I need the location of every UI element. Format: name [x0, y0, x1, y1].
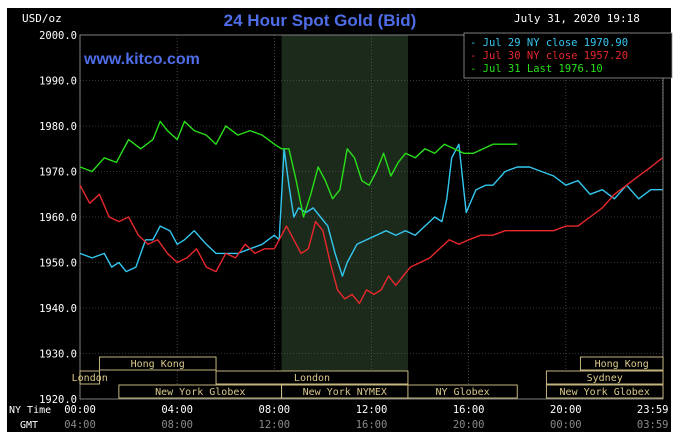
plot-border — [79, 34, 664, 400]
chart-date: July 31, 2020 19:18 — [514, 12, 640, 25]
x-tick-label-gmt: 12:00 — [259, 419, 291, 431]
legend-entry: - Jul 29 NY close 1970.90 — [470, 37, 628, 49]
y-tick-label: 1980.0 — [39, 121, 77, 133]
y-tick-label: 1950.0 — [39, 258, 77, 270]
y-tick-label: 1930.0 — [39, 349, 77, 361]
x-tick-label-ny: 04:00 — [161, 404, 193, 416]
session-label: New York Globex — [155, 387, 245, 398]
x-tick-label-gmt: 03:59 — [637, 419, 669, 431]
session-bar — [545, 370, 664, 385]
watermark-url: www.kitco.com — [83, 51, 200, 68]
session-label: Hong Kong — [595, 359, 649, 370]
x-tick-label-ny: 23:59 — [637, 404, 669, 416]
session-label: New York Globex — [560, 387, 650, 398]
unit-label: USD/oz — [22, 12, 62, 25]
x-tick-label-ny: 16:00 — [453, 404, 485, 416]
session-bar — [579, 356, 664, 371]
x-tick-label-ny: 20:00 — [550, 404, 582, 416]
series-line — [79, 143, 663, 277]
session-bar — [215, 370, 409, 385]
x-tick-label-gmt: 20:00 — [453, 419, 485, 431]
y-tick-label: 1960.0 — [39, 212, 77, 224]
y-tick-label: 1990.0 — [39, 76, 77, 88]
session-bar — [407, 384, 518, 399]
session-label: Hong Kong — [131, 359, 185, 370]
session-label: NY Globex — [436, 387, 490, 398]
session-label: Sydney — [587, 373, 623, 384]
x-tick-label-ny: 08:00 — [259, 404, 291, 416]
y-tick-label: 1940.0 — [39, 303, 77, 315]
legend-entry: - Jul 30 NY close 1957.20 — [470, 50, 628, 62]
gmt-label: GMT — [20, 420, 38, 431]
x-tick-label-gmt: 00:00 — [550, 419, 582, 431]
session-bar — [545, 384, 664, 399]
legend-entry: - Jul 31 Last 1976.10 — [470, 63, 603, 75]
chart-title: 24 Hour Spot Gold (Bid) — [224, 11, 417, 30]
legend: - Jul 29 NY close 1970.90- Jul 30 NY clo… — [463, 32, 673, 79]
y-tick-label: 1920.0 — [39, 394, 77, 406]
series-line — [79, 120, 518, 218]
session-label: London — [294, 373, 330, 384]
y-axis: 2000.0 1990.0 1980.0 1970.0 1960.0 1950.0 1940… — [39, 30, 77, 406]
y-tick-label: 1970.0 — [39, 167, 77, 179]
x-tick-label-gmt: 16:00 — [356, 419, 388, 431]
session-bar — [98, 356, 217, 371]
x-tick-label-ny: 00:00 — [64, 404, 96, 416]
market-session-bars: Hong Kong Hong Kong London London Sydney New … — [72, 356, 664, 399]
legend-box — [463, 32, 673, 79]
x-tick-label-gmt: 04:00 — [64, 419, 96, 431]
session-bar — [79, 370, 100, 385]
session-label: New York NYMEX — [303, 387, 387, 398]
series-line — [79, 157, 663, 305]
x-tick-label-ny: 12:00 — [356, 404, 388, 416]
y-tick-label: 2000.0 — [39, 30, 77, 42]
price-series — [79, 120, 663, 305]
grid-lines — [79, 34, 664, 400]
session-label: London — [72, 373, 108, 384]
x-axis: 00:00 04:00 04:00 08:00 08:00 12:00 12:00 16:00… — [64, 404, 668, 431]
x-tick-label-gmt: 08:00 — [161, 419, 193, 431]
ny-time-label: NY Time — [9, 405, 51, 416]
